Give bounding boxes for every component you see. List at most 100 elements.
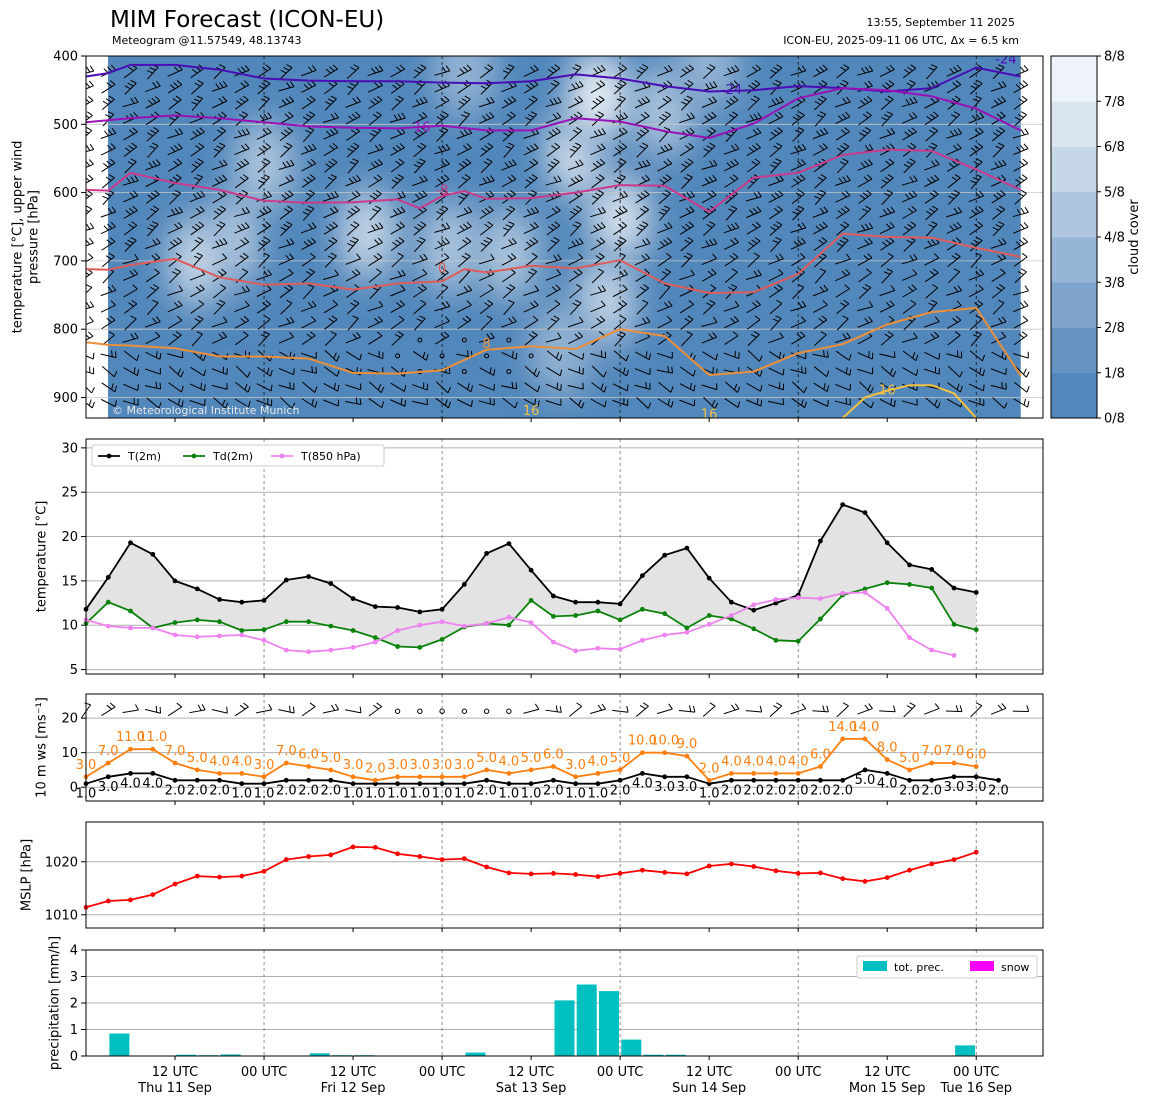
wind-barb	[301, 95, 316, 110]
wind-barb-tick	[708, 97, 714, 104]
wind-barb	[144, 705, 162, 714]
wind-barb-tick	[639, 145, 646, 150]
wind-barb	[834, 96, 851, 108]
wind-barb-tick	[572, 67, 579, 71]
wind-barb	[814, 174, 827, 189]
wind-barb	[280, 64, 293, 80]
wind-barb-tick	[289, 174, 295, 181]
wind-barb-tick	[353, 142, 360, 147]
wind-barb-tick	[196, 95, 203, 99]
wind-barb-tick	[371, 67, 376, 74]
wind-barb	[86, 301, 95, 312]
wind-barb-tick	[800, 80, 806, 86]
wind-barb-tick	[241, 111, 248, 116]
wind-barb-shaft	[145, 178, 161, 188]
data-point	[684, 545, 690, 551]
calm-wind-marker	[461, 708, 468, 714]
wind-barb	[524, 174, 538, 189]
wind-barb-tick	[881, 84, 888, 90]
wind-barb	[257, 64, 272, 78]
wind-barb-tick	[1024, 206, 1029, 213]
wind-barb-tick	[818, 82, 824, 87]
wind-barb-shaft	[123, 67, 138, 79]
cloud-cell	[537, 315, 584, 384]
wind-barb	[189, 190, 206, 203]
wind-barb-tick	[530, 66, 536, 72]
data-point	[283, 647, 289, 653]
data-label: 2.0	[543, 783, 564, 798]
wind-barb	[857, 159, 873, 171]
wind-barb-shaft	[947, 177, 961, 189]
wind-barb-tick	[133, 112, 139, 118]
wind-barb-tick	[356, 174, 361, 181]
wind-barb-shaft	[769, 705, 783, 718]
wind-barb-tick	[329, 145, 335, 150]
wind-barb-tick	[528, 176, 535, 181]
wind-barb-tick	[911, 127, 917, 133]
cloud-cell	[686, 56, 733, 97]
wind-barb-tick	[710, 127, 716, 132]
wind-barb-tick	[931, 160, 936, 167]
wind-barb-tick	[600, 143, 606, 149]
wind-barb-tick	[643, 127, 649, 132]
wind-barb-tick	[285, 176, 291, 182]
wind-barb-tick	[414, 69, 421, 74]
wind-barb-tick	[549, 98, 554, 105]
data-point	[261, 774, 267, 780]
data-point	[128, 897, 133, 903]
wind-barb-shaft	[86, 149, 94, 155]
wind-barb-shaft	[368, 706, 383, 717]
wind-barb-tick	[734, 143, 740, 150]
data-point	[640, 771, 645, 776]
wind-barb	[434, 95, 450, 109]
data-point	[907, 867, 912, 873]
wind-barb-tick	[173, 82, 179, 88]
data-point	[818, 596, 823, 601]
wind-barb-shaft	[300, 69, 317, 77]
wind-barb-tick	[614, 180, 621, 184]
wind-barb	[211, 80, 228, 92]
data-point	[506, 870, 512, 876]
wind-barb-tick	[886, 129, 892, 135]
wind-barb-tick	[703, 148, 710, 153]
data-point	[773, 777, 779, 783]
wind-barb	[86, 366, 95, 375]
data-point	[306, 574, 311, 579]
calm-wind-marker	[417, 708, 423, 714]
wind-barb-tick	[196, 192, 202, 198]
wind-barb-tick	[755, 64, 761, 70]
wind-barb	[234, 158, 250, 172]
wind-barb	[723, 703, 740, 715]
data-point	[306, 777, 311, 783]
wind-barb-tick	[1022, 315, 1029, 321]
data-label: 2.0	[721, 783, 742, 798]
wind-barb	[768, 111, 784, 125]
wind-barb-tick	[794, 146, 799, 152]
wind-barb-tick	[441, 160, 447, 167]
wind-barb-tick	[88, 331, 94, 337]
wind-barb-tick	[680, 101, 688, 105]
data-point	[194, 767, 200, 773]
data-point	[706, 621, 712, 627]
wind-barb-tick	[155, 96, 161, 102]
data-point	[484, 767, 489, 773]
wind-barb-tick	[423, 175, 428, 181]
wind-barb-tick	[219, 64, 226, 68]
data-point	[395, 781, 400, 787]
wind-barb	[435, 111, 449, 126]
wind-barb-tick	[734, 703, 740, 710]
wind-barb-tick	[594, 114, 602, 118]
wind-barb	[679, 142, 695, 157]
wind-barb	[636, 64, 649, 80]
wind-barb-tick	[948, 162, 955, 168]
wind-barb-shaft	[968, 131, 984, 141]
wind-barb-tick	[685, 66, 691, 72]
y-axis-label-line: 10 m ws [ms⁻¹]	[35, 697, 50, 798]
wind-barb-tick	[1019, 223, 1025, 230]
wind-barb-shaft	[189, 116, 205, 124]
data-point	[172, 620, 178, 625]
data-point	[194, 617, 200, 623]
wind-barb-shaft	[768, 179, 784, 187]
